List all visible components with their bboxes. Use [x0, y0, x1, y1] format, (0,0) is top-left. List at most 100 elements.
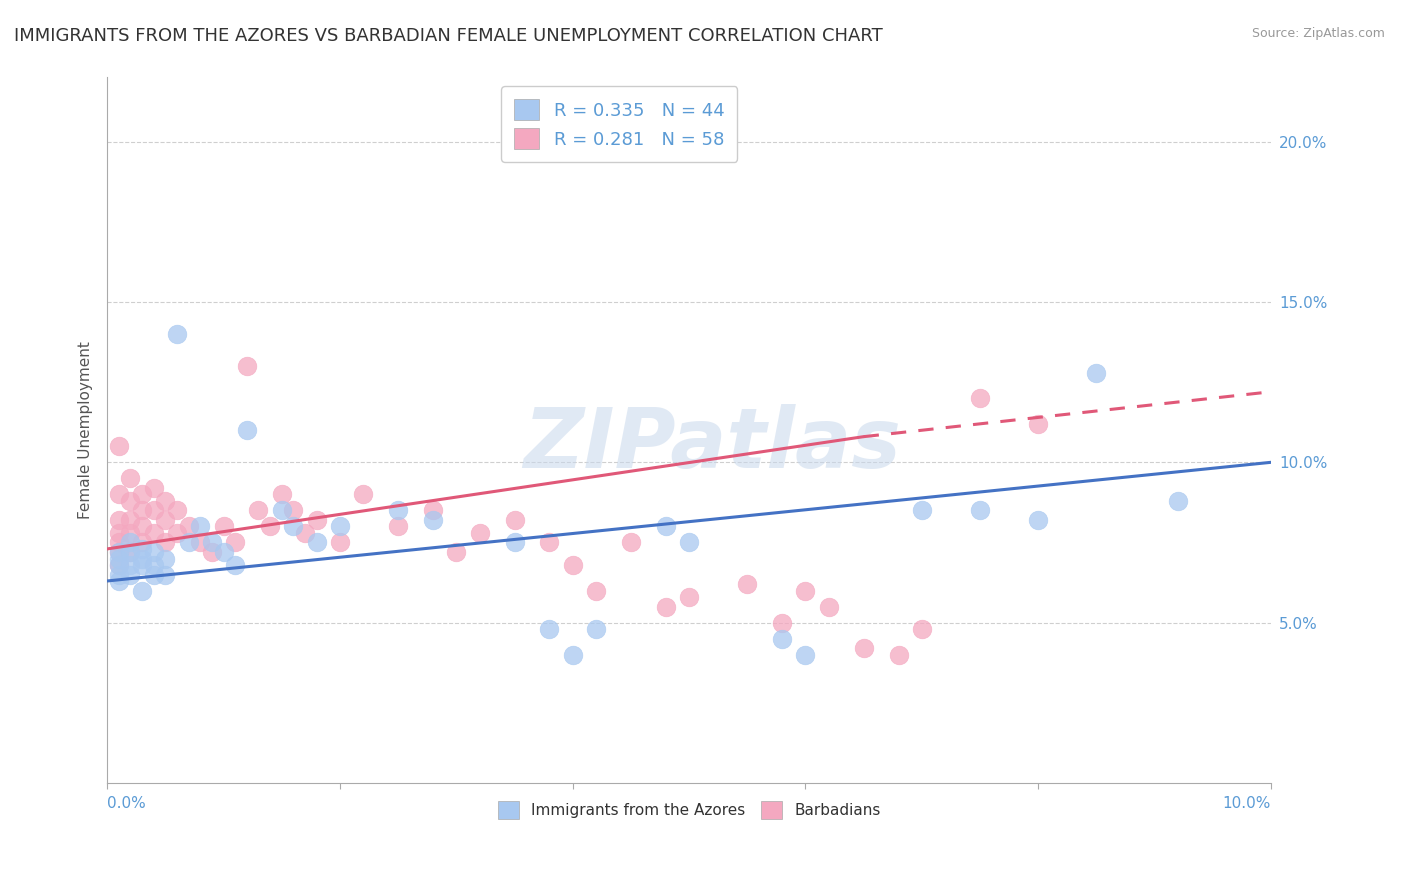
Point: [270, 503, 292, 517]
Point: [120, 513, 142, 527]
Point: [446, 545, 468, 559]
Point: [120, 545, 142, 559]
Point: [212, 545, 235, 559]
Y-axis label: Female Unemployment: Female Unemployment: [79, 342, 93, 519]
Point: [131, 558, 153, 572]
Point: [120, 471, 142, 485]
Point: [387, 503, 409, 517]
Point: [329, 535, 352, 549]
Point: [107, 535, 129, 549]
Point: [735, 577, 758, 591]
Point: [585, 622, 607, 636]
Text: IMMIGRANTS FROM THE AZORES VS BARBADIAN FEMALE UNEMPLOYMENT CORRELATION CHART: IMMIGRANTS FROM THE AZORES VS BARBADIAN …: [14, 27, 883, 45]
Point: [911, 503, 934, 517]
Point: [142, 503, 165, 517]
Point: [422, 503, 444, 517]
Point: [107, 487, 129, 501]
Point: [177, 535, 200, 549]
Point: [107, 525, 129, 540]
Point: [887, 648, 910, 662]
Point: [120, 567, 142, 582]
Point: [166, 503, 188, 517]
Point: [107, 439, 129, 453]
Point: [188, 519, 211, 533]
Point: [852, 641, 875, 656]
Point: [155, 567, 177, 582]
Point: [1026, 417, 1049, 431]
Point: [107, 545, 129, 559]
Point: [131, 541, 153, 556]
Legend: Immigrants from the Azores, Barbadians: Immigrants from the Azores, Barbadians: [492, 795, 887, 825]
Point: [329, 519, 352, 533]
Point: [770, 615, 793, 630]
Point: [655, 599, 678, 614]
Point: [620, 535, 643, 549]
Point: [538, 622, 561, 636]
Point: [422, 513, 444, 527]
Point: [107, 513, 129, 527]
Point: [503, 535, 526, 549]
Point: [911, 622, 934, 636]
Point: [817, 599, 839, 614]
Point: [107, 574, 129, 588]
Point: [561, 648, 583, 662]
Point: [131, 583, 153, 598]
Point: [120, 545, 142, 559]
Point: [468, 525, 491, 540]
Point: [678, 535, 700, 549]
Point: [166, 326, 188, 341]
Point: [131, 551, 153, 566]
Point: [794, 583, 817, 598]
Point: [236, 423, 259, 437]
Point: [538, 535, 561, 549]
Point: [107, 558, 129, 572]
Point: [107, 558, 129, 572]
Point: [270, 487, 292, 501]
Point: [166, 525, 188, 540]
Point: [142, 525, 165, 540]
Point: [155, 551, 177, 566]
Point: [201, 545, 224, 559]
Point: [1085, 366, 1108, 380]
Point: [236, 359, 259, 373]
Point: [155, 513, 177, 527]
Point: [120, 493, 142, 508]
Point: [224, 535, 246, 549]
Point: [142, 558, 165, 572]
Point: [259, 519, 281, 533]
Point: [794, 648, 817, 662]
Point: [294, 525, 316, 540]
Point: [969, 391, 991, 405]
Point: [131, 519, 153, 533]
Point: [177, 519, 200, 533]
Point: [770, 632, 793, 646]
Point: [585, 583, 607, 598]
Text: 10.0%: 10.0%: [1223, 796, 1271, 811]
Point: [305, 513, 328, 527]
Point: [224, 558, 246, 572]
Point: [969, 503, 991, 517]
Point: [142, 567, 165, 582]
Point: [107, 567, 129, 582]
Point: [247, 503, 270, 517]
Point: [1026, 513, 1049, 527]
Point: [131, 487, 153, 501]
Point: [678, 590, 700, 604]
Point: [142, 481, 165, 495]
Point: [188, 535, 211, 549]
Point: [1167, 493, 1189, 508]
Point: [120, 535, 142, 549]
Point: [212, 519, 235, 533]
Text: Source: ZipAtlas.com: Source: ZipAtlas.com: [1251, 27, 1385, 40]
Point: [131, 503, 153, 517]
Point: [107, 551, 129, 566]
Text: 0.0%: 0.0%: [107, 796, 146, 811]
Point: [142, 545, 165, 559]
Point: [201, 535, 224, 549]
Point: [155, 493, 177, 508]
Point: [387, 519, 409, 533]
Point: [655, 519, 678, 533]
Point: [120, 558, 142, 572]
Point: [107, 545, 129, 559]
Point: [305, 535, 328, 549]
